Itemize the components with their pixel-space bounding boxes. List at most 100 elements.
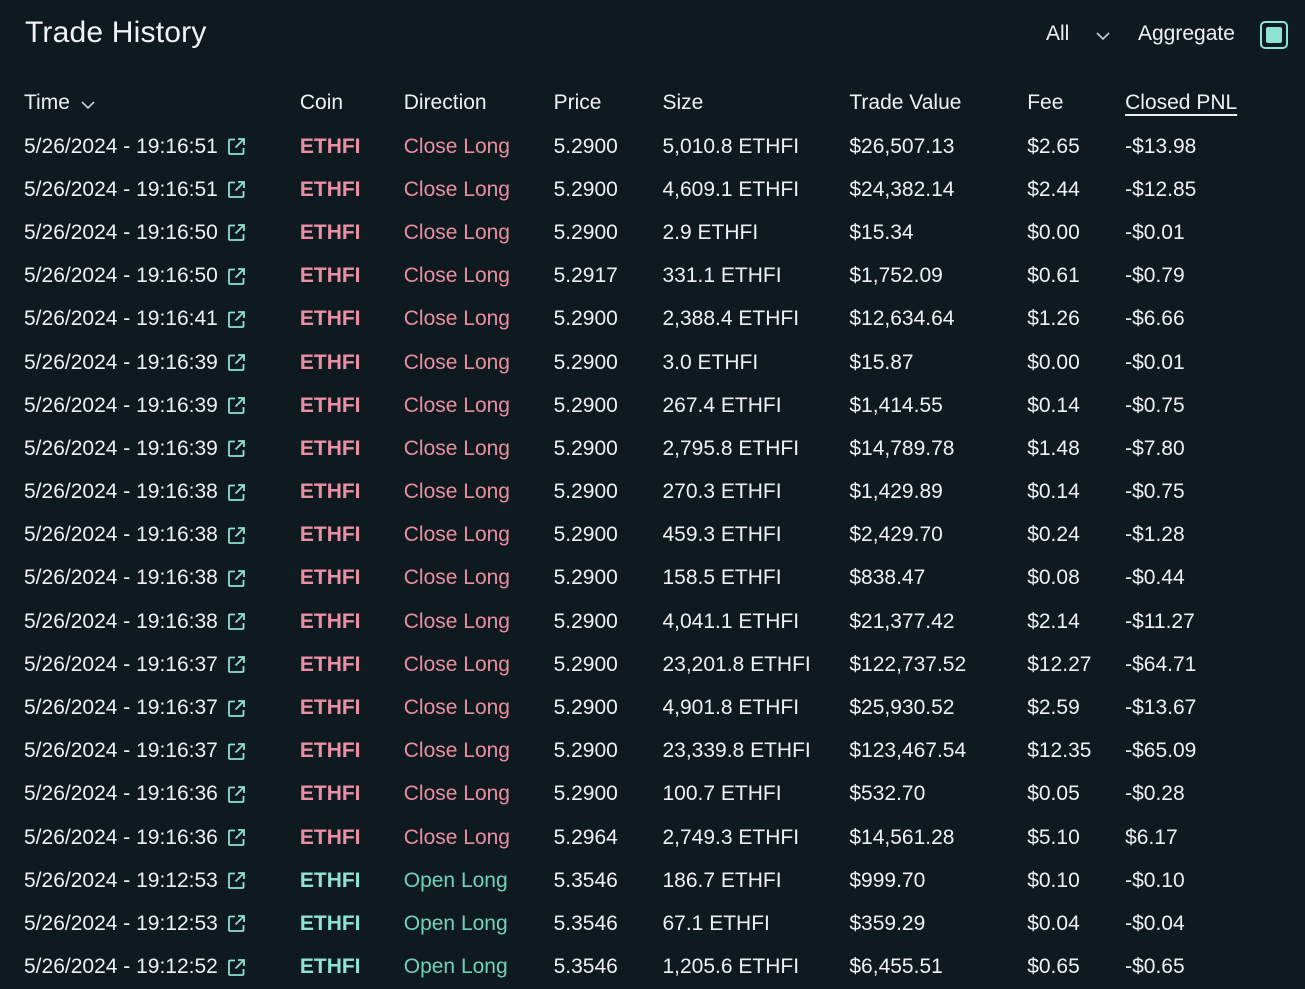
cell-price: 5.2900 bbox=[553, 739, 618, 763]
cell-coin[interactable]: ETHFI bbox=[300, 211, 404, 254]
cell-price: 5.2900 bbox=[553, 220, 618, 244]
external-link-icon[interactable] bbox=[226, 870, 247, 891]
cell-coin[interactable]: ETHFI bbox=[300, 946, 404, 989]
header-closed-pnl[interactable]: Closed PNL bbox=[1125, 80, 1305, 125]
trade-time: 5/26/2024 - 19:16:38 bbox=[24, 609, 218, 633]
cell-size: 2.9 ETHFI bbox=[662, 220, 759, 244]
external-link-icon[interactable] bbox=[226, 784, 247, 805]
cell-coin[interactable]: ETHFI bbox=[300, 643, 404, 686]
header-time[interactable]: Time bbox=[24, 80, 300, 125]
trade-direction: Close Long bbox=[403, 609, 510, 633]
cell-size: 4,609.1 ETHFI bbox=[662, 177, 800, 201]
cell-price: 5.2900 bbox=[553, 436, 618, 460]
coin-symbol: ETHFI bbox=[299, 609, 361, 633]
external-link-icon[interactable] bbox=[226, 957, 247, 978]
cell-closed-pnl: -$0.65 bbox=[1125, 955, 1185, 979]
external-link-icon[interactable] bbox=[226, 352, 247, 373]
external-link-icon[interactable] bbox=[226, 482, 247, 503]
cell-price: 5.2900 bbox=[553, 177, 618, 201]
cell-coin[interactable]: ETHFI bbox=[300, 859, 404, 902]
trade-time: 5/26/2024 - 19:16:37 bbox=[24, 696, 218, 720]
cell-time: 5/26/2024 - 19:16:50 bbox=[24, 211, 300, 254]
cell-coin[interactable]: ETHFI bbox=[300, 168, 404, 211]
cell-fee: $0.65 bbox=[1027, 955, 1080, 979]
cell-coin[interactable]: ETHFI bbox=[300, 427, 404, 470]
cell-coin[interactable]: ETHFI bbox=[300, 255, 404, 298]
cell-price: 5.2900 bbox=[553, 609, 618, 633]
direction-filter-dropdown[interactable]: All bbox=[1046, 22, 1111, 46]
cell-time: 5/26/2024 - 19:12:53 bbox=[24, 902, 300, 945]
cell-direction: Close Long bbox=[404, 557, 554, 600]
cell-coin[interactable]: ETHFI bbox=[300, 730, 404, 773]
cell-time: 5/26/2024 - 19:16:51 bbox=[24, 125, 300, 168]
cell-closed-pnl: -$1.28 bbox=[1125, 523, 1185, 547]
cell-fee: $12.35 bbox=[1027, 739, 1092, 763]
aggregate-checkbox[interactable] bbox=[1260, 21, 1288, 49]
cell-coin[interactable]: ETHFI bbox=[300, 341, 404, 384]
cell-fee: $0.04 bbox=[1027, 911, 1080, 935]
cell-coin[interactable]: ETHFI bbox=[300, 773, 404, 816]
coin-symbol: ETHFI bbox=[299, 264, 361, 288]
cell-time: 5/26/2024 - 19:16:38 bbox=[24, 557, 300, 600]
external-link-icon[interactable] bbox=[226, 309, 247, 330]
cell-coin[interactable]: ETHFI bbox=[300, 298, 404, 341]
table-row: 5/26/2024 - 19:16:36 ETHFI Close Long 5.296… bbox=[24, 816, 1305, 859]
cell-fee: $0.05 bbox=[1027, 782, 1080, 806]
cell-trade-value: $1,414.55 bbox=[849, 393, 943, 417]
cell-trade-value: $359.29 bbox=[849, 911, 926, 935]
external-link-icon[interactable] bbox=[226, 568, 247, 589]
external-link-icon[interactable] bbox=[226, 438, 247, 459]
external-link-icon[interactable] bbox=[226, 611, 247, 632]
cell-coin[interactable]: ETHFI bbox=[300, 600, 404, 643]
external-link-icon[interactable] bbox=[226, 222, 247, 243]
cell-trade-value: $1,429.89 bbox=[849, 480, 943, 504]
external-link-icon[interactable] bbox=[226, 395, 247, 416]
cell-fee: $0.24 bbox=[1027, 523, 1080, 547]
trade-time: 5/26/2024 - 19:16:36 bbox=[24, 782, 218, 806]
filter-value: All bbox=[1046, 22, 1070, 45]
cell-coin[interactable]: ETHFI bbox=[300, 384, 404, 427]
cell-coin[interactable]: ETHFI bbox=[300, 471, 404, 514]
table-row: 5/26/2024 - 19:16:37 ETHFI Close Long 5.290… bbox=[24, 730, 1305, 773]
external-link-icon[interactable] bbox=[226, 654, 247, 675]
coin-symbol: ETHFI bbox=[299, 220, 361, 244]
cell-price: 5.2900 bbox=[553, 307, 618, 331]
table-row: 5/26/2024 - 19:16:38 ETHFI Close Long 5.290… bbox=[24, 557, 1305, 600]
cell-time: 5/26/2024 - 19:12:52 bbox=[24, 946, 300, 989]
cell-time: 5/26/2024 - 19:16:38 bbox=[24, 514, 300, 557]
table-row: 5/26/2024 - 19:16:51 ETHFI Close Long 5.290… bbox=[24, 168, 1305, 211]
cell-time: 5/26/2024 - 19:16:37 bbox=[24, 730, 300, 773]
cell-coin[interactable]: ETHFI bbox=[300, 902, 404, 945]
external-link-icon[interactable] bbox=[226, 266, 247, 287]
external-link-icon[interactable] bbox=[226, 698, 247, 719]
cell-coin[interactable]: ETHFI bbox=[300, 686, 404, 729]
cell-coin[interactable]: ETHFI bbox=[300, 557, 404, 600]
external-link-icon[interactable] bbox=[226, 827, 247, 848]
trade-direction: Open Long bbox=[403, 868, 508, 892]
coin-symbol: ETHFI bbox=[299, 393, 361, 417]
external-link-icon[interactable] bbox=[226, 136, 247, 157]
cell-size: 23,201.8 ETHFI bbox=[662, 652, 811, 676]
cell-coin[interactable]: ETHFI bbox=[300, 125, 404, 168]
table-row: 5/26/2024 - 19:16:39 ETHFI Close Long 5.290… bbox=[24, 427, 1305, 470]
trade-time: 5/26/2024 - 19:16:38 bbox=[24, 566, 218, 590]
coin-symbol: ETHFI bbox=[299, 696, 361, 720]
external-link-icon[interactable] bbox=[226, 179, 247, 200]
cell-price: 5.2900 bbox=[553, 652, 618, 676]
external-link-icon[interactable] bbox=[226, 913, 247, 934]
cell-coin[interactable]: ETHFI bbox=[300, 514, 404, 557]
trade-history-table: Time Coin Direction Price Size Trade Val… bbox=[24, 80, 1305, 989]
cell-direction: Close Long bbox=[404, 816, 554, 859]
external-link-icon[interactable] bbox=[226, 741, 247, 762]
cell-direction: Close Long bbox=[404, 427, 554, 470]
cell-time: 5/26/2024 - 19:16:39 bbox=[24, 427, 300, 470]
coin-symbol: ETHFI bbox=[299, 480, 361, 504]
cell-fee: $5.10 bbox=[1027, 825, 1080, 849]
cell-closed-pnl: -$0.75 bbox=[1125, 480, 1185, 504]
cell-coin[interactable]: ETHFI bbox=[300, 816, 404, 859]
external-link-icon[interactable] bbox=[226, 525, 247, 546]
coin-symbol: ETHFI bbox=[299, 307, 361, 331]
cell-direction: Close Long bbox=[404, 255, 554, 298]
cell-size: 459.3 ETHFI bbox=[662, 523, 782, 547]
cell-closed-pnl: -$65.09 bbox=[1125, 739, 1197, 763]
